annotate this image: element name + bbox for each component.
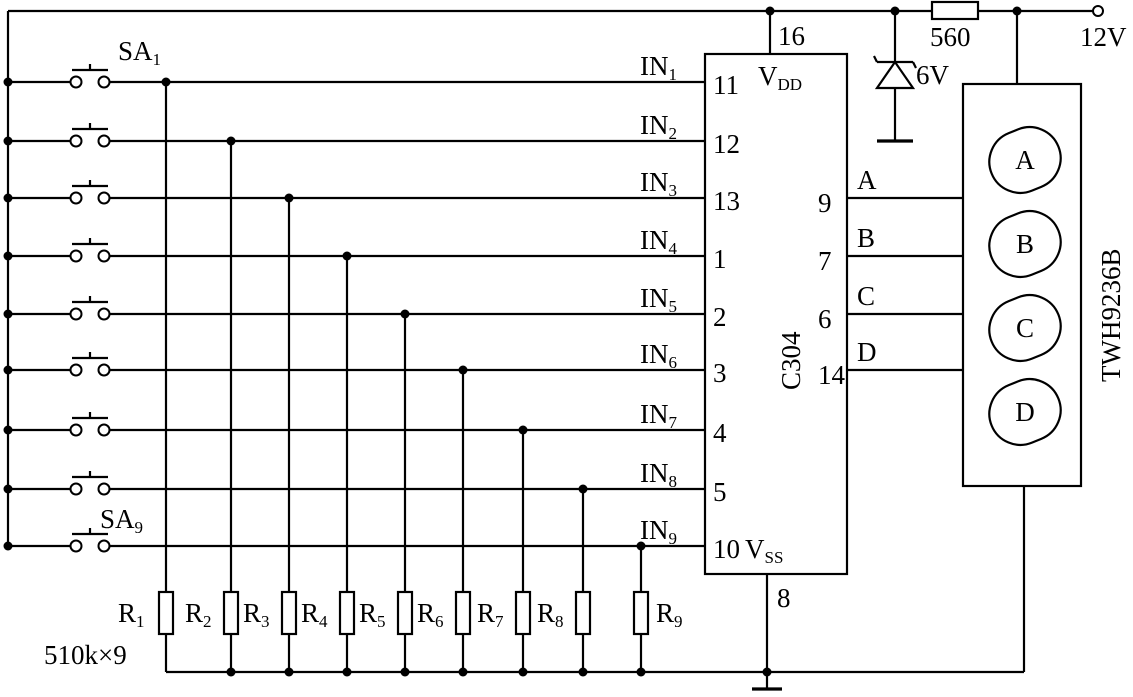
resistor <box>514 590 532 636</box>
input-label-4: IN4 <box>640 225 678 258</box>
switch-contact <box>97 75 111 89</box>
output-pin-number: 14 <box>818 360 846 390</box>
switch-contact <box>97 539 111 553</box>
resistor <box>157 590 175 636</box>
input-pin-number: 13 <box>713 186 740 216</box>
resistor-560-label: 560 <box>930 22 971 52</box>
resistor-label-7: R7 <box>477 598 504 631</box>
display-module <box>961 82 1083 488</box>
output-pin-number: 6 <box>818 304 832 334</box>
switch-contact <box>69 482 83 496</box>
vdd-pin-number: 16 <box>778 21 805 51</box>
switch-contact <box>97 423 111 437</box>
input-label-1: IN1 <box>640 51 677 84</box>
junction-dot <box>636 667 646 677</box>
supply-voltage-label: 12V <box>1080 22 1127 52</box>
input-pin-number: 1 <box>713 244 727 274</box>
resistor-label-9: R9 <box>656 598 683 631</box>
output-label-C: C <box>857 281 875 311</box>
zener-diode <box>873 11 917 143</box>
output-label-B: B <box>857 223 875 253</box>
switch-contact <box>69 363 83 377</box>
output-pin-number: 7 <box>818 246 832 276</box>
switch-contact <box>97 482 111 496</box>
junction-dot <box>458 667 468 677</box>
resistor-560 <box>930 0 980 21</box>
display-segment-D <box>988 378 1062 446</box>
junction-dot <box>226 667 236 677</box>
switch-contact <box>97 134 111 148</box>
resistor <box>574 590 592 636</box>
junction-dot <box>578 667 588 677</box>
display-segment-label-D: D <box>1015 397 1035 427</box>
switch-contact <box>97 249 111 263</box>
resistor-label-3: R3 <box>243 598 270 631</box>
junction-dot <box>284 667 294 677</box>
switch-contact <box>69 249 83 263</box>
switch-contact <box>69 539 83 553</box>
resistor <box>632 590 650 636</box>
display-segment-label-B: B <box>1016 229 1034 259</box>
display-segment-label-C: C <box>1016 313 1034 343</box>
output-pin-number: 9 <box>818 188 832 218</box>
switch-sa9-label: SA9 <box>100 504 143 537</box>
output-label-A: A <box>857 165 877 195</box>
input-label-3: IN3 <box>640 167 677 200</box>
junction-dot <box>400 667 410 677</box>
switch-contact <box>69 134 83 148</box>
junction-dot <box>342 667 352 677</box>
input-pin-number: 4 <box>713 418 727 448</box>
resistor-value-label: 510k×9 <box>44 640 127 670</box>
input-label-9: IN9 <box>640 515 677 548</box>
display-segment-A <box>988 126 1062 194</box>
input-label-8: IN8 <box>640 458 677 491</box>
resistor-label-4: R4 <box>301 598 328 631</box>
input-label-6: IN6 <box>640 339 677 372</box>
switch-contact <box>69 423 83 437</box>
input-pin-number: 3 <box>713 358 727 388</box>
resistor <box>396 590 414 636</box>
resistor <box>280 590 298 636</box>
input-label-5: IN5 <box>640 283 677 316</box>
input-label-2: IN2 <box>640 110 677 143</box>
switch-contact <box>69 75 83 89</box>
switch-contact <box>69 307 83 321</box>
switch-contact <box>97 307 111 321</box>
input-pin-number: 10 <box>713 534 740 564</box>
resistor <box>338 590 356 636</box>
resistor-label-2: R2 <box>185 598 212 631</box>
resistor <box>454 590 472 636</box>
resistor-label-8: R8 <box>537 598 564 631</box>
supply-terminal <box>1092 5 1104 17</box>
vss-pin-number: 8 <box>777 583 791 613</box>
switch-contact <box>97 191 111 205</box>
resistor-label-1: R1 <box>118 598 145 631</box>
input-pin-number: 5 <box>713 477 727 507</box>
input-pin-number: 2 <box>713 302 727 332</box>
resistor-label-5: R5 <box>359 598 386 631</box>
input-label-7: IN7 <box>640 399 678 432</box>
chip-name: C304 <box>776 331 806 390</box>
input-pin-number: 11 <box>713 70 739 100</box>
junction-dot <box>762 667 772 677</box>
resistor <box>222 590 240 636</box>
display-name: TWH9236B <box>1096 249 1126 382</box>
display-segment-B <box>988 210 1062 278</box>
switch-contact <box>97 363 111 377</box>
junction-dot <box>518 667 528 677</box>
input-pin-number: 12 <box>713 129 740 159</box>
output-label-D: D <box>857 337 877 367</box>
vdd-label: VDD <box>758 61 802 94</box>
display-segment-C <box>988 294 1062 362</box>
switch-sa1-label: SA1 <box>118 36 161 69</box>
resistor-label-6: R6 <box>417 598 444 631</box>
display-segment-label-A: A <box>1015 145 1035 175</box>
zener-label: 6V <box>916 60 950 90</box>
vss-label: VSS <box>745 534 783 567</box>
switch-contact <box>69 191 83 205</box>
